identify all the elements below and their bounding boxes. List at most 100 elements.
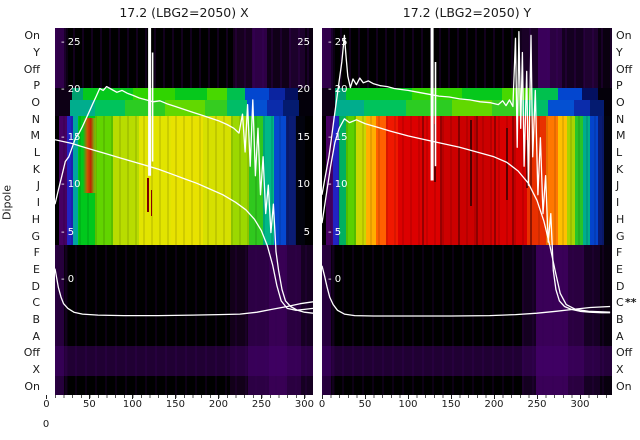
heatmap-red-streak [83,118,97,193]
heatmap-lower-dark-region [55,245,313,395]
row-label-left-10-i: I [36,196,40,210]
x-tick-mark-300 [304,395,306,399]
heatmap-red-dash [151,190,152,216]
heatmap-purple-band [55,346,313,376]
scale-label-15: - 15 [328,131,348,143]
scale-label-10: - 10 [328,179,348,191]
row-label-right-0-on: On [616,29,632,43]
row-label-left-8-k: K [32,162,40,176]
heatmap-panel-x: - 25 - 20 - 15 - 10 - 5 - 0 25 20 15 10 5 [55,28,313,395]
heatmap-teal-strip [322,100,612,116]
x-tick-mark-200 [218,395,220,399]
heatmap-red-dash [506,128,508,200]
row-labels-left: On Y Off P O N M L K J I H G F E D C B A Off X On [0,0,44,440]
scale-label-20: - 20 [61,84,81,96]
x-tick-mark-150 [175,395,177,399]
scale-label-25: - 25 [61,37,81,48]
row-labels-right: On Y Off P O N M L K J I H G F E D C B A Off X On [614,0,640,440]
scale-label-25: - 25 [328,37,348,48]
row-label-left-17-b: B [32,312,40,326]
x-tick-label-0: 0 [318,399,326,410]
row-label-right-11-h: H [616,212,625,226]
row-label-right-21-on: On [616,379,632,393]
x-tick-label-150: 150 [165,399,185,410]
row-label-right-17-b: B [616,312,624,326]
x-tick-mark-150 [451,395,452,399]
x-tick-label-150: 150 [441,399,461,410]
heatmap-upper-dark-region [55,28,313,88]
row-label-right-16-c: C [616,296,624,310]
row-label-right-2-off: Off [616,62,633,76]
x-tick-mark-0 [322,395,323,399]
scale-label-5: - 5 [61,226,75,238]
row-label-left-11-h: H [31,212,40,226]
x-tick-label-300: 300 [570,399,590,410]
row-label-left-14-e: E [33,262,40,276]
scale-label-0: - 0 [61,274,75,285]
row-label-left-1-y: Y [33,46,40,60]
trace-baseline-trace [322,265,611,317]
row-label-right-9-j: J [616,179,620,193]
row-label-right-13-f: F [616,246,623,260]
panel-x-title: 17.2 (LBG2=2050) X [119,5,249,20]
row-label-right-5-n: N [616,112,625,126]
x-tick-label-50: 50 [83,399,96,410]
x-axis-minor-ticks-y [322,395,612,398]
x-tick-mark-250 [537,395,538,399]
heatmap-red-dash [526,140,528,188]
row-label-right-4-o: O [616,96,625,110]
row-label-left-0-on: On [24,29,40,43]
x-tick-mark-200 [494,395,495,399]
x-tick-mark-250 [261,395,263,399]
x-tick-label-0: 0 [43,399,50,410]
scale-label-0: - 0 [328,274,342,285]
x-tick-label-300: 300 [294,399,314,410]
x-tick-label-100: 100 [398,399,418,410]
x-tick-label-50: 50 [358,399,372,410]
row-label-left-16-c: C [32,296,40,310]
row-label-left-15-d: D [31,279,40,293]
x-tick-label-250: 250 [251,399,271,410]
x-tick-mark-300 [580,395,581,399]
heatmap-purple-band [322,346,612,376]
scale-label-right-20: 20 [297,84,310,96]
scale-label-right-10: 10 [297,179,310,191]
trace-baseline-trace [55,268,313,317]
row-label-left-7-l: L [33,146,40,160]
row-label-right-6-m: M [616,129,626,143]
scale-label-10: - 10 [61,179,81,191]
row-label-left-9-j: J [36,179,40,193]
c-row-asterisk-annotation: ** [625,296,637,310]
x-tick-mark-50 [365,395,366,399]
x-tick-mark-50 [89,395,91,399]
x-tick-label-100: 100 [122,399,142,410]
x-tick-label-200: 200 [484,399,504,410]
heatmap-panel-y: - 25 - 20 - 15 - 10 - 5 - 0 [322,28,612,395]
x-tick-mark-100 [132,395,134,399]
row-label-left-18-a: A [32,329,40,343]
heatmap-darkred-streaks [422,116,542,245]
heatmap-upper-dark-region [322,28,612,88]
row-label-left-6-m: M [30,129,41,143]
scale-label-15: - 15 [61,131,81,143]
row-label-right-20-x: X [616,362,624,376]
row-label-right-7-l: L [616,146,623,160]
trace-mid-trace [322,118,611,313]
x-tick-mark-0 [46,395,48,399]
row-label-left-4-o: O [31,96,40,110]
x-tick-mark-100 [408,395,409,399]
scale-label-right-25: 25 [297,37,310,48]
x-axis-extra-zero: 0 [42,419,50,430]
panel-y-title: 17.2 (LBG2=2050) Y [402,5,532,20]
overlay-traces-x [55,28,313,317]
row-label-right-12-g: G [616,229,625,243]
overlay-traces-y [322,28,611,317]
heatmap-green-strip [322,88,612,100]
row-label-left-21-on: On [24,379,40,393]
row-label-left-12-g: G [31,229,40,243]
scale-label-20: - 20 [328,84,348,96]
row-label-right-15-d: D [616,279,625,293]
scale-label-right-5: 5 [303,226,310,238]
scale-label-5: - 5 [328,226,342,238]
